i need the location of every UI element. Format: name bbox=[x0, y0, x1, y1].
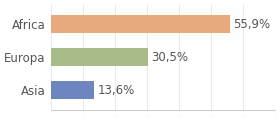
Text: 55,9%: 55,9% bbox=[233, 18, 270, 30]
Bar bbox=[50, 15, 230, 33]
Bar bbox=[50, 81, 94, 99]
Text: 13,6%: 13,6% bbox=[97, 84, 135, 97]
Bar bbox=[50, 48, 148, 66]
Text: 30,5%: 30,5% bbox=[151, 51, 188, 64]
